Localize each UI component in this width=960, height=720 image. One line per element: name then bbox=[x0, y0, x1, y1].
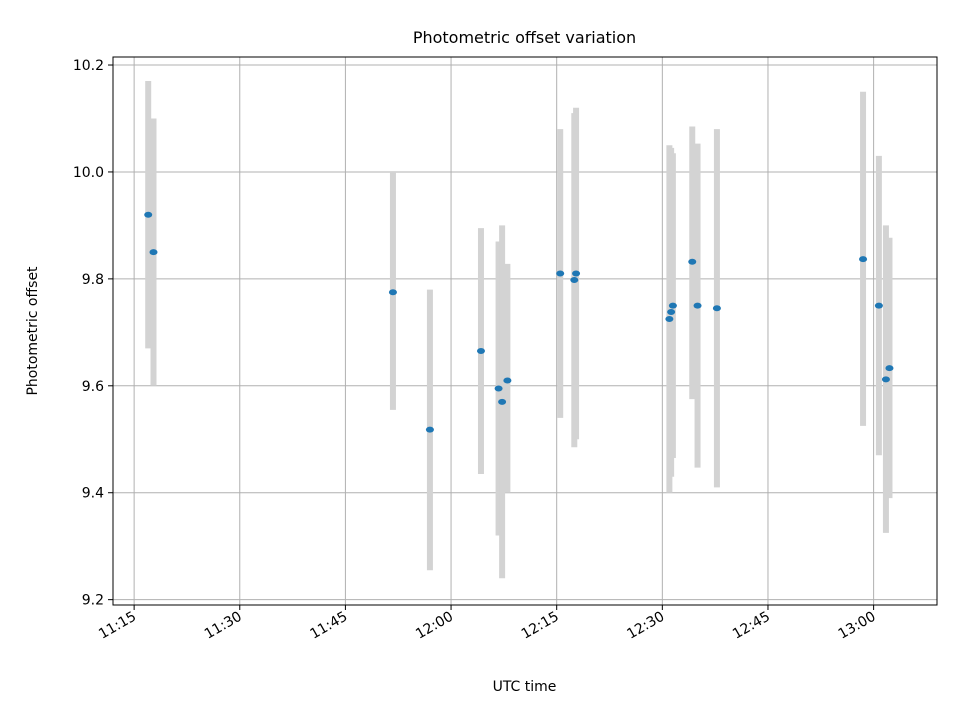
y-tick-label: 10.0 bbox=[73, 165, 104, 181]
data-point bbox=[859, 256, 868, 263]
data-point bbox=[144, 211, 153, 218]
data-point bbox=[498, 398, 507, 405]
data-point bbox=[693, 302, 702, 309]
data-point bbox=[476, 348, 485, 355]
plot-frame bbox=[112, 56, 938, 606]
y-tick-label: 9.8 bbox=[82, 272, 104, 288]
data-point bbox=[149, 249, 158, 256]
data-point bbox=[425, 426, 434, 433]
data-point bbox=[667, 309, 676, 316]
data-point bbox=[570, 276, 579, 283]
data-point bbox=[388, 289, 397, 296]
data-point bbox=[503, 377, 512, 384]
grid bbox=[113, 57, 937, 605]
y-axis-label: Photometric offset bbox=[25, 266, 41, 396]
data-point bbox=[688, 258, 697, 265]
data-points bbox=[144, 211, 894, 433]
data-point bbox=[874, 302, 883, 309]
data-point bbox=[665, 315, 674, 322]
chart-title: Photometric offset variation bbox=[413, 28, 636, 47]
y-tick-label: 10.2 bbox=[73, 58, 104, 74]
data-point bbox=[712, 305, 721, 312]
data-point bbox=[668, 302, 677, 309]
data-point bbox=[885, 365, 894, 372]
x-axis-label: UTC time bbox=[493, 679, 557, 695]
data-point bbox=[881, 376, 890, 383]
y-tick-label: 9.6 bbox=[82, 379, 104, 395]
y-axis-ticks: 9.2 9.4 9.6 9.8 10.0 10.2 bbox=[73, 58, 113, 609]
y-tick-label: 9.2 bbox=[82, 593, 104, 609]
data-point bbox=[494, 385, 503, 392]
data-point bbox=[572, 270, 581, 277]
y-tick-label: 9.4 bbox=[82, 486, 104, 502]
data-point bbox=[556, 270, 565, 277]
